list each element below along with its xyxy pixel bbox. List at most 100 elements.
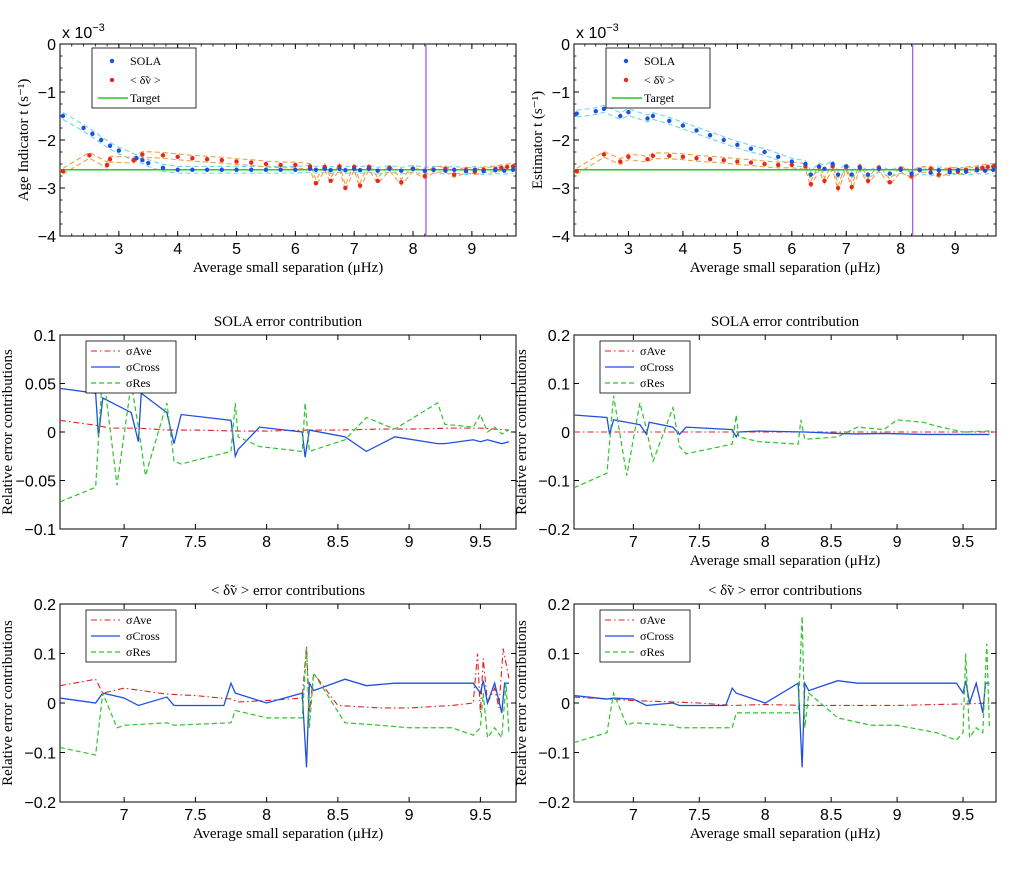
x-tick-label: 8.5: [820, 534, 842, 551]
error-envelope: [62, 156, 514, 193]
legend: σAve σCross σRes: [85, 340, 177, 394]
sola-point: [955, 168, 961, 173]
legend-label: Target: [644, 91, 675, 105]
sola-point: [822, 166, 827, 171]
avg-point: [835, 185, 841, 191]
y-tick-label: −0.2: [538, 795, 570, 812]
avg-point: [667, 153, 672, 159]
sola-point: [991, 167, 996, 172]
legend-label: < δ̃ν >: [130, 73, 161, 87]
x-tick-label: 9.5: [469, 534, 491, 551]
plot-content: [574, 44, 996, 236]
sola-point: [60, 113, 66, 119]
sola-point: [898, 167, 903, 172]
legend-label: SOLA: [130, 54, 162, 68]
avg-point: [452, 172, 457, 177]
y-tick-label: 0.1: [34, 647, 56, 664]
legend: σAve σCross σRes: [599, 609, 691, 663]
sola-point: [343, 168, 348, 173]
sola-point: [263, 167, 269, 172]
y-tick-label: −2: [552, 133, 570, 150]
x-axis-label: Average small separation (μHz): [193, 826, 384, 842]
x-tick-label: 3: [114, 241, 123, 258]
sola-point: [645, 116, 650, 121]
x-tick-label: 8: [262, 534, 271, 551]
sola-point: [160, 165, 166, 171]
y-tick-label: −0.1: [538, 474, 570, 491]
x-tick-label: 8: [896, 241, 905, 258]
sola-point: [917, 168, 922, 173]
avg-point: [422, 173, 427, 179]
x-tick-label: 6: [291, 241, 300, 258]
y-tick-label: −0.1: [24, 522, 56, 539]
legend-label: σAve: [640, 613, 666, 627]
sola-point: [909, 171, 914, 176]
y-tick-label: 0.05: [25, 377, 56, 394]
x-tick-label: 9: [893, 534, 902, 551]
y-tick-label: −1: [38, 85, 56, 102]
sola-point: [887, 171, 893, 176]
sola-point: [650, 113, 656, 119]
sola-point: [452, 167, 457, 172]
sola-point: [667, 118, 672, 124]
exponent-base: x 10: [62, 25, 92, 42]
avg-point: [249, 160, 254, 165]
plot-content: [574, 616, 991, 768]
avg-point: [762, 161, 767, 167]
sola-point: [351, 166, 357, 171]
x-tick-label: 7: [350, 241, 359, 258]
sola-point: [493, 168, 498, 173]
x-tick-label: 7: [629, 534, 638, 551]
sola-point: [307, 166, 313, 171]
y-axis-label: Relative error contributions: [0, 620, 16, 786]
x-tick-label: 9: [467, 241, 476, 258]
sola-point: [844, 164, 849, 169]
sola-point: [680, 123, 686, 128]
avg-point: [190, 156, 195, 161]
x-axis-label: Average small separation (μHz): [193, 260, 384, 276]
sola-point: [234, 167, 239, 172]
sola-point: [936, 168, 942, 173]
legend-box: [599, 609, 691, 663]
sola-point: [328, 168, 333, 173]
y-axis-label: Relative error contributions: [0, 349, 16, 515]
sola-point: [249, 167, 254, 172]
x-tick-label: 7.5: [688, 807, 710, 824]
sola-point: [775, 154, 781, 159]
sola-point: [982, 168, 988, 173]
sola-point: [857, 165, 863, 171]
y-tick-label: −4: [552, 229, 570, 246]
sola-point: [293, 167, 298, 172]
sola-point: [510, 167, 516, 172]
sola-point: [816, 164, 822, 169]
error-envelope: [576, 156, 994, 193]
sola-point: [399, 168, 404, 173]
y-tick-label: 0: [47, 696, 56, 713]
x-axis-label: Average small separation (μHz): [690, 553, 881, 569]
sola-point: [601, 106, 607, 112]
avg-point: [375, 178, 380, 183]
sola-point: [707, 133, 713, 138]
avg-point: [357, 183, 363, 188]
legend-sola-marker: [623, 58, 629, 64]
chart-title: < δ̃ν > error contributions: [211, 583, 365, 599]
y-axis-label: Relative error contributions: [514, 620, 530, 786]
y-tick-label: 0.1: [548, 647, 570, 664]
x-tick-label: 9: [893, 807, 902, 824]
avg-point: [721, 157, 726, 163]
x-tick-label: 9.5: [952, 807, 974, 824]
x-tick-label: 4: [173, 241, 182, 258]
avg-point: [928, 166, 933, 171]
sola-point: [928, 170, 933, 175]
avg-point: [936, 172, 942, 177]
sola-point: [337, 166, 342, 171]
error-envelope: [576, 104, 994, 173]
series-line-sigma-res: [574, 395, 990, 489]
y-tick-label: −0.1: [538, 746, 570, 763]
sola-point: [835, 172, 841, 177]
legend-label: < δ̃ν >: [644, 73, 675, 87]
sola-point: [963, 169, 969, 174]
avg-point: [735, 159, 740, 164]
sola-point: [463, 169, 469, 174]
avg-point: [822, 178, 827, 183]
